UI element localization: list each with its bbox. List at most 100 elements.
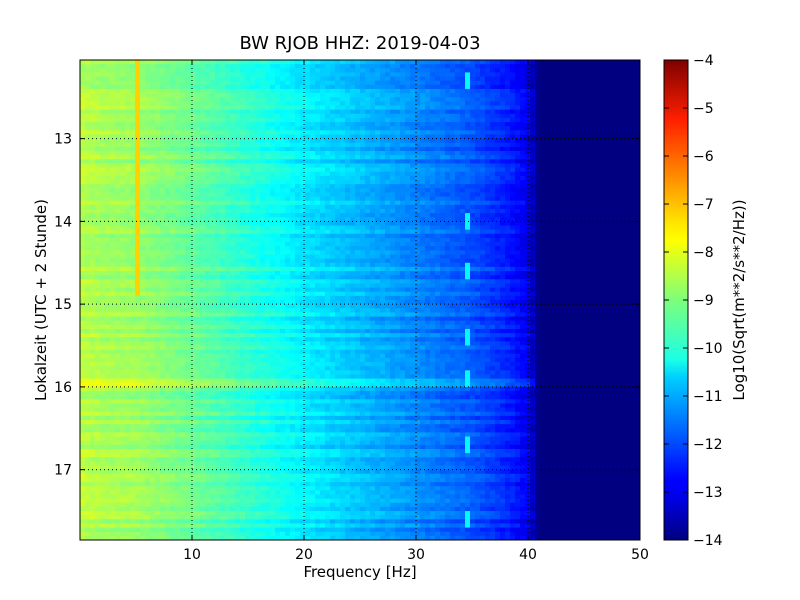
spectrogram-cell	[240, 163, 246, 168]
spectrogram-cell	[165, 93, 171, 98]
spectrogram-cell	[405, 175, 411, 181]
spectrogram-cell	[350, 171, 356, 177]
spectrogram-cell	[600, 97, 606, 102]
spectrogram-cell	[225, 105, 231, 111]
spectrogram-cell	[190, 105, 196, 111]
spectrogram-cell	[440, 134, 446, 140]
spectrogram-cell	[335, 60, 341, 65]
spectrogram-cell	[210, 122, 216, 127]
spectrogram-cell	[500, 171, 506, 177]
spectrogram-cell	[355, 175, 361, 181]
spectrogram-cell	[595, 217, 601, 222]
spectrogram-cell	[440, 233, 446, 239]
spectrogram-cell	[340, 159, 346, 164]
spectrogram-cell	[280, 146, 286, 152]
spectrogram-cell	[545, 134, 551, 140]
spectrogram-cell	[270, 180, 276, 185]
spectrogram-cell	[235, 208, 241, 214]
spectrogram-cell	[550, 76, 556, 82]
spectrogram-cell	[235, 134, 241, 140]
spectrogram-cell	[195, 64, 201, 69]
spectrogram-cell	[320, 175, 326, 181]
spectrogram-cell	[205, 76, 211, 82]
spectrogram-cell	[125, 117, 131, 123]
spectrogram-cell	[505, 196, 511, 202]
spectrogram-cell	[545, 175, 551, 181]
spectrogram-cell	[625, 208, 631, 214]
spectrogram-cell	[90, 84, 96, 90]
spectrogram-cell	[525, 200, 531, 206]
spectrogram-cell	[365, 105, 371, 111]
spectrogram-cell	[395, 138, 401, 144]
spectrogram-cell	[200, 242, 206, 247]
spectrogram-cell	[485, 184, 491, 189]
spectrogram-cell	[110, 225, 116, 231]
spectrogram-cell	[355, 88, 361, 94]
spectrogram-cell	[150, 155, 156, 160]
spectrogram-cell	[420, 64, 426, 69]
spectrogram-cell	[310, 109, 316, 115]
spectrogram-cell	[225, 221, 231, 226]
spectrogram-cell	[370, 76, 376, 82]
spectrogram-cell	[135, 188, 141, 193]
spectrogram-cell	[270, 60, 276, 65]
spectrogram-cell	[145, 97, 151, 102]
spectrogram-cell	[185, 109, 191, 115]
spectrogram-cell	[220, 60, 226, 65]
spectrogram-cell	[530, 117, 536, 123]
spectrogram-cell	[440, 229, 446, 235]
spectrogram-cell	[245, 113, 251, 119]
spectrogram-cell	[395, 142, 401, 148]
spectrogram-cell	[285, 146, 291, 152]
spectrogram-cell	[170, 146, 176, 152]
spectrogram-cell	[410, 242, 416, 247]
spectrogram-cell	[385, 225, 391, 231]
spectrogram-cell	[530, 204, 536, 210]
spectrogram-cell	[620, 208, 626, 214]
spectrogram-cell	[465, 117, 471, 123]
spectrogram-cell	[445, 200, 451, 206]
spectrogram-cell	[430, 175, 436, 181]
spectrogram-cell	[270, 76, 276, 82]
spectrogram-cell	[500, 167, 506, 173]
spectrogram-cell	[360, 180, 366, 185]
spectrogram-cell	[225, 184, 231, 189]
spectrogram-cell	[355, 221, 361, 226]
spectrogram-cell	[380, 213, 386, 218]
spectrogram-cell	[490, 155, 496, 160]
spectrogram-cell	[330, 155, 336, 160]
spectrogram-cell	[300, 138, 306, 144]
spectrogram-cell	[515, 60, 521, 65]
spectrogram-cell	[125, 134, 131, 140]
spectrogram-cell	[370, 138, 376, 144]
spectrogram-cell	[450, 126, 456, 131]
spectrogram-cell	[355, 80, 361, 86]
spectrogram-cell	[540, 217, 546, 222]
spectrogram-cell	[380, 88, 386, 94]
spectrogram-cell	[175, 184, 181, 189]
spectrogram-cell	[430, 167, 436, 173]
spectrogram-cell	[210, 72, 216, 77]
spectrogram-cell	[190, 88, 196, 94]
spectrogram-cell	[90, 76, 96, 82]
spectrogram-cell	[115, 221, 121, 226]
spectrogram-cell	[420, 233, 426, 239]
spectrogram-cell	[85, 113, 91, 119]
spectrogram-cell	[365, 84, 371, 90]
spectrogram-cell	[480, 159, 486, 164]
spectrogram-cell	[185, 105, 191, 111]
spectrogram-cell	[305, 171, 311, 177]
spectrogram-cell	[90, 117, 96, 123]
spectrogram-cell	[305, 60, 311, 65]
spectrogram-cell	[615, 196, 621, 202]
spectrogram-cell	[345, 196, 351, 202]
spectrogram-cell	[135, 167, 141, 173]
spectrogram-cell	[400, 97, 406, 102]
spectrogram-cell	[280, 64, 286, 69]
spectrogram-cell	[245, 155, 251, 160]
spectrogram-cell	[555, 146, 561, 152]
spectrogram-cell	[520, 97, 526, 102]
spectrogram-cell	[635, 217, 640, 222]
spectrogram-cell	[535, 93, 541, 98]
spectrogram-cell	[130, 117, 136, 123]
